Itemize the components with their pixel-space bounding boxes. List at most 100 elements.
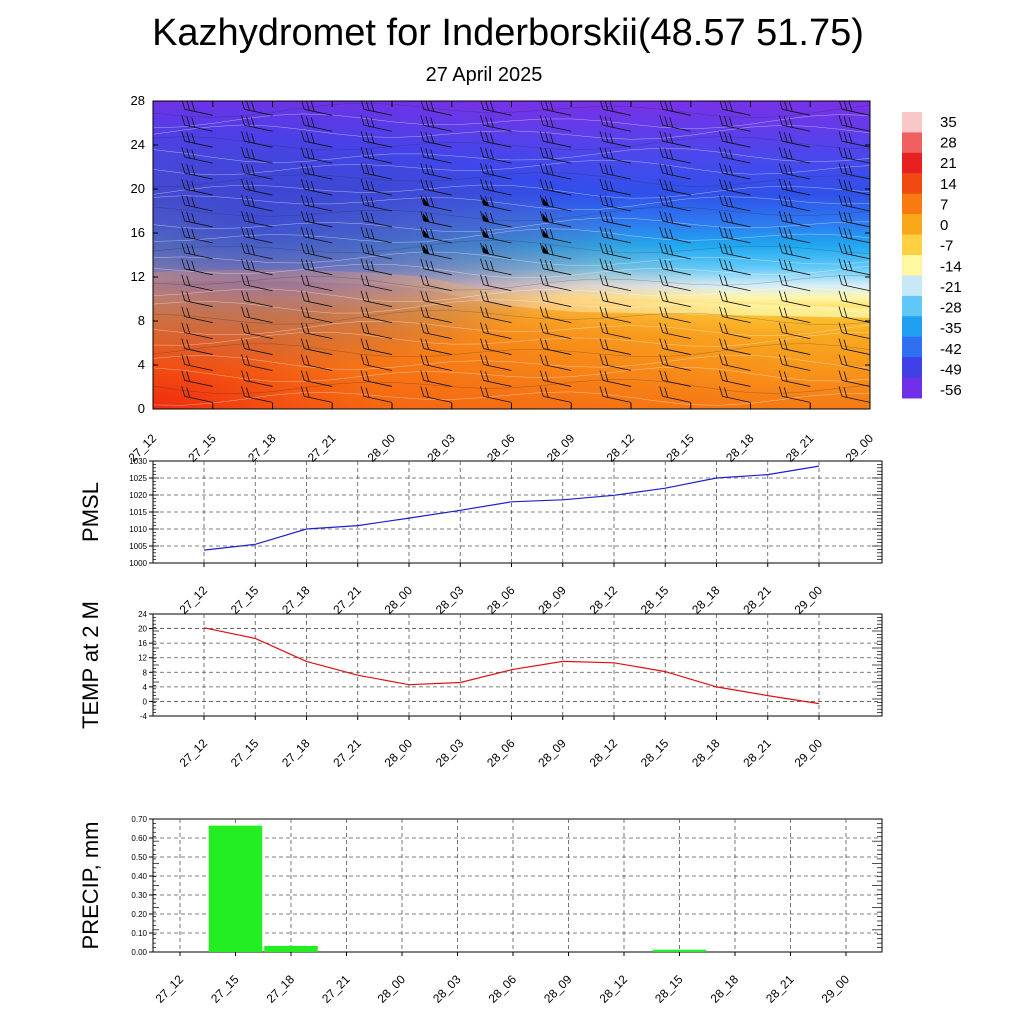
wind-barb-feather (365, 116, 370, 127)
isotherm-line (153, 113, 870, 129)
wind-barb (480, 258, 512, 276)
wind-barb-pennant (542, 244, 550, 254)
wind-barb-feather (843, 307, 848, 318)
colorbar-label: -14 (940, 258, 962, 275)
wind-barb-feather (480, 162, 484, 174)
wind-barb-feather (539, 386, 544, 397)
wind-barb (719, 194, 751, 212)
wind-barb-feather (848, 213, 853, 224)
wind-barb-feather (778, 226, 783, 238)
wind-barb-feather (241, 210, 245, 222)
wind-barb-feather (669, 197, 674, 208)
x-tick-label: 28_21 (763, 972, 797, 1006)
wind-barb-feather (420, 354, 425, 365)
wind-barb (659, 210, 691, 228)
wind-barb-feather (609, 181, 614, 192)
wind-barb-feather (122, 227, 125, 237)
wind-barb-feather (848, 165, 853, 176)
wind-barb (480, 386, 512, 403)
wind-barb-feather (669, 213, 674, 224)
wind-barb-feather (420, 178, 425, 190)
wind-barb-feather (664, 164, 669, 175)
wind-barb-feather (838, 210, 843, 222)
wind-barb-feather (659, 258, 664, 269)
wind-barb-feather (127, 196, 130, 206)
chart-subtitle: 27 April 2025 (425, 64, 543, 86)
wind-barb (300, 147, 333, 164)
wind-barb-feather (719, 322, 723, 333)
wind-barb-feather (365, 387, 370, 398)
y-tick-label: 28 (131, 93, 145, 108)
wind-barb-feather (365, 148, 370, 159)
wind-barb-feather (300, 354, 305, 365)
wind-barb-feather (420, 322, 425, 333)
wind-barb-feather (241, 226, 245, 238)
wind-barb-feather (246, 148, 250, 159)
wind-barb-feather (779, 101, 783, 110)
x-tick-label: 27_18 (245, 431, 279, 465)
wind-barb-feather (609, 117, 614, 128)
isotherm-line (153, 343, 870, 358)
wind-barb-feather (132, 117, 135, 127)
x-tick-label: 28_00 (382, 583, 416, 617)
wind-barb (539, 322, 572, 339)
temp-panel: -4 0 4 8 12 16 20 24 27_12 27_15 27_18 27_21 28_00 28… (78, 601, 883, 770)
wind-barb (241, 194, 273, 212)
x-tick-label: 27_15 (228, 583, 262, 617)
wind-barb-feather (544, 371, 549, 382)
wind-barb-feather (599, 322, 604, 333)
wind-barb-feather (664, 355, 669, 366)
y-tick-label: 1000 (129, 559, 147, 568)
wind-barb (719, 162, 751, 180)
colorbar-label: -7 (940, 238, 953, 255)
wind-barb (659, 147, 691, 164)
wind-barb-pennant (422, 197, 430, 206)
wind-barb-feather (838, 258, 843, 269)
wind-barb-feather (659, 306, 664, 317)
y-tick-label: 0 (138, 401, 145, 416)
wind-barb-feather (778, 242, 783, 253)
wind-barb-feather (485, 275, 489, 286)
wind-barb-feather (724, 243, 728, 255)
wind-barb-feather (544, 132, 549, 143)
wind-barb-feather (370, 213, 375, 224)
wind-barb-feather (186, 116, 191, 127)
wind-barb (241, 322, 273, 339)
wind-barb-feather (604, 339, 609, 350)
wind-barb-feather (181, 354, 186, 365)
wind-barb-feather (843, 371, 848, 382)
colorbar-swatch (902, 357, 922, 379)
wind-barb (241, 338, 273, 355)
wind-barb-shaft (153, 306, 154, 307)
wind-barb-feather (838, 306, 843, 317)
wind-barb-feather (360, 338, 365, 349)
wind-barb-feather (420, 338, 425, 349)
wind-barb-feather (604, 211, 609, 223)
wind-barb-feather (539, 242, 544, 253)
wind-barb-feather (420, 386, 425, 397)
wind-barb (420, 258, 452, 276)
wind-barb-feather (788, 181, 793, 192)
x-tick-label: 28_12 (597, 972, 631, 1006)
wind-barb-feather (724, 132, 728, 143)
wind-barb-feather (186, 259, 191, 271)
wind-barb (480, 354, 512, 371)
wind-barb (480, 306, 512, 324)
wind-barb-feather (485, 164, 489, 175)
wind-barb-feather (480, 226, 484, 238)
wind-barb (181, 354, 213, 371)
wind-barb-feather (186, 132, 191, 143)
wind-barb-feather (181, 178, 186, 190)
wind-barb-feather (838, 386, 843, 397)
wind-barb (480, 226, 512, 244)
wind-barb (719, 258, 751, 276)
wind-barb-feather (425, 259, 430, 271)
wind-barb-feather (848, 117, 853, 128)
wind-barb-feather (599, 210, 604, 222)
wind-barb-feather (778, 210, 783, 222)
wind-barb-feather (609, 101, 614, 112)
colorbar-label: -56 (940, 382, 962, 399)
wind-barb (241, 386, 273, 403)
precip-bar (264, 945, 318, 952)
